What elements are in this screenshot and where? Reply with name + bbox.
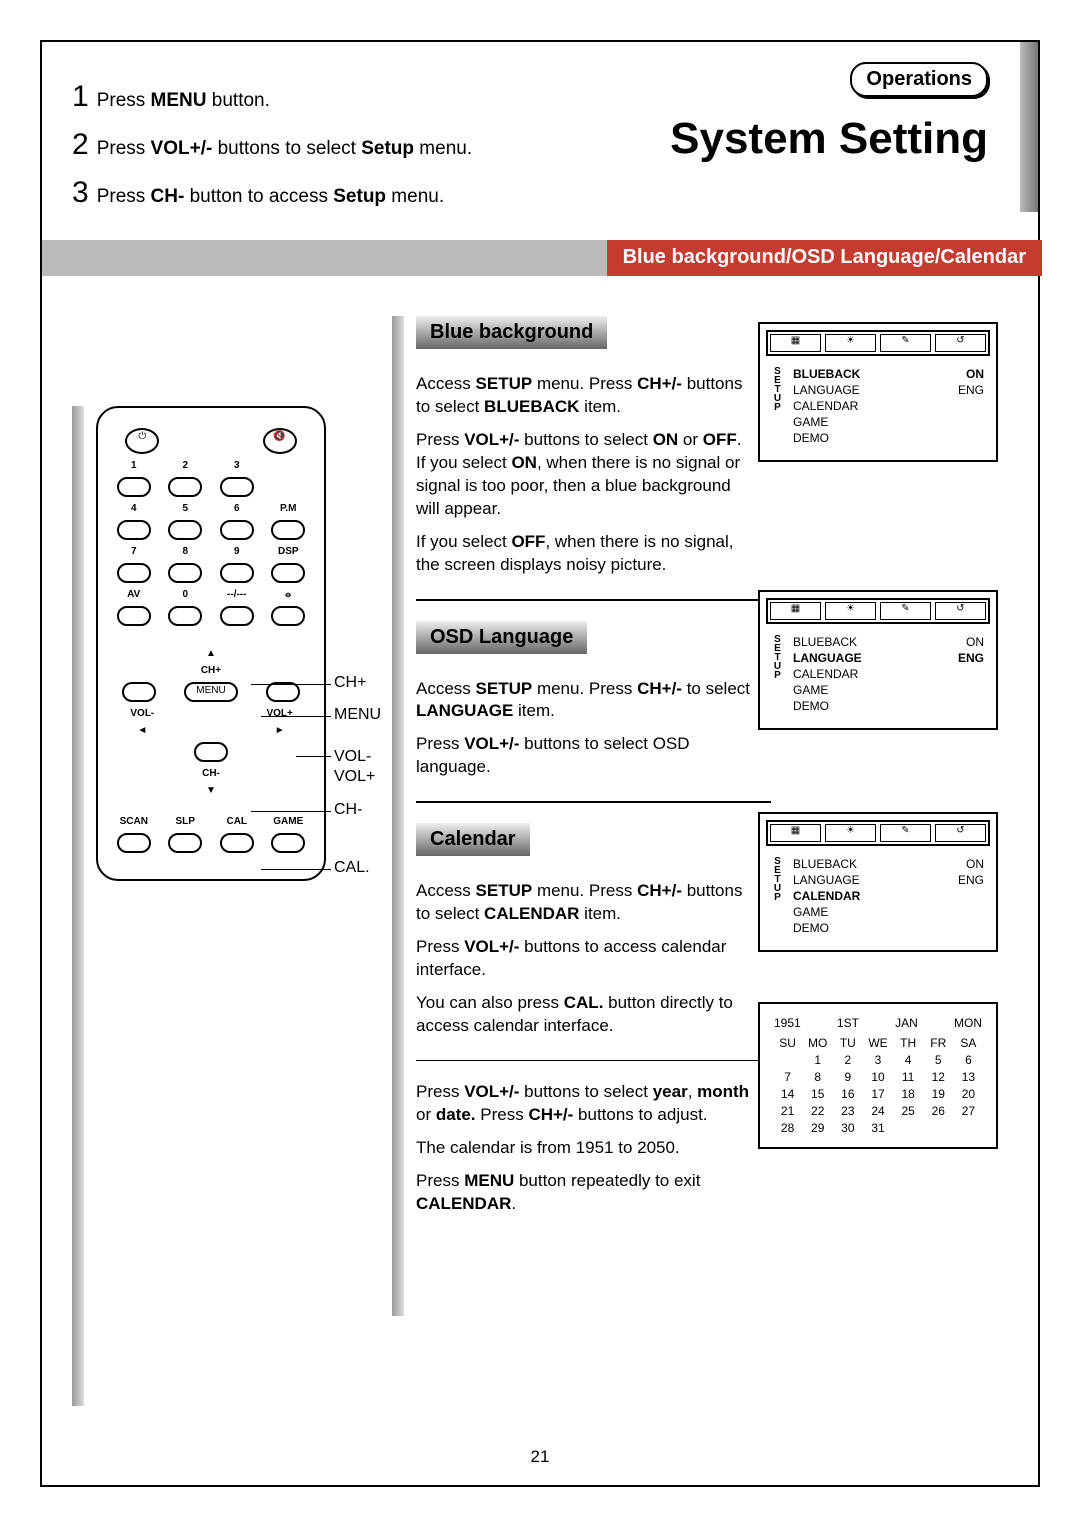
para: Press VOL+/- buttons to select OSD langu… xyxy=(416,733,756,779)
callout-vol-plus: VOL+ xyxy=(334,768,404,786)
page-title: System Setting xyxy=(670,114,988,164)
para: Access SETUP menu. Press CH+/- buttons t… xyxy=(416,880,756,926)
callout-ch-plus: CH+ xyxy=(334,674,404,692)
divider xyxy=(416,599,771,601)
para: You can also press CAL. button directly … xyxy=(416,992,756,1038)
osd-tab-icons: ▦☀✎↺ xyxy=(766,820,990,846)
remote-btn xyxy=(117,477,151,497)
para: The calendar is from 1951 to 2050. xyxy=(416,1137,756,1160)
heading-blueback: Blue background xyxy=(416,316,607,349)
side-tab xyxy=(1020,42,1038,212)
para: If you select OFF, when there is no sign… xyxy=(416,531,756,577)
remote-diagram: ⏻ 🔇 123 456P.M 789DSP AV0--/---⦵ ▲ CH+ xyxy=(96,406,326,881)
para: Press VOL+/- buttons to select year, mon… xyxy=(416,1081,756,1127)
osd-screen-language: ▦☀✎↺ SETUP BLUEBACKON LANGUAGEENG CALEND… xyxy=(758,590,998,730)
para: Press VOL+/- buttons to select ON or OFF… xyxy=(416,429,756,521)
callout-vol-minus: VOL- xyxy=(334,748,404,766)
mute-icon: 🔇 xyxy=(263,428,297,454)
callout-ch-minus: CH- xyxy=(334,801,404,819)
step-3: 3 Press CH- button to access Setup menu. xyxy=(72,176,1008,210)
manual-page: Operations System Setting 1 Press MENU b… xyxy=(40,40,1040,1487)
osd-tab-icons: ▦☀✎↺ xyxy=(766,330,990,356)
osd-tab-icons: ▦☀✎↺ xyxy=(766,598,990,624)
page-number: 21 xyxy=(42,1447,1038,1467)
para: Access SETUP menu. Press CH+/- to select… xyxy=(416,678,756,724)
divider xyxy=(416,801,771,803)
para: Press MENU button repeatedly to exit CAL… xyxy=(416,1170,756,1216)
heading-osd: OSD Language xyxy=(416,621,587,654)
callout-cal: CAL. xyxy=(334,859,404,877)
banner-title: Blue background/OSD Language/Calendar xyxy=(607,240,1042,276)
step-number: 3 xyxy=(72,176,89,210)
para: Press VOL+/- buttons to access calendar … xyxy=(416,936,756,982)
osd-screen-blueback: ▦☀✎↺ SETUP BLUEBACKON LANGUAGEENG CALEND… xyxy=(758,322,998,462)
para: Access SETUP menu. Press CH+/- buttons t… xyxy=(416,373,756,419)
calendar-grid: SUMOTUWETHFRSA12345678910111213141516171… xyxy=(774,1036,982,1135)
left-accent-bar xyxy=(72,406,84,1406)
callout-menu: MENU xyxy=(334,706,404,724)
heading-calendar: Calendar xyxy=(416,823,530,856)
power-icon: ⏻ xyxy=(125,428,159,454)
remote-menu-btn: MENU xyxy=(184,682,238,702)
step-text: Press CH- button to access Setup menu. xyxy=(97,186,444,208)
step-number: 1 xyxy=(72,80,89,114)
divider xyxy=(416,1060,771,1061)
operations-badge: Operations xyxy=(850,62,988,97)
step-text: Press MENU button. xyxy=(97,90,270,112)
osd-screen-calendar: ▦☀✎↺ SETUP BLUEBACKON LANGUAGEENG CALEND… xyxy=(758,812,998,952)
step-number: 2 xyxy=(72,128,89,162)
step-text: Press VOL+/- buttons to select Setup men… xyxy=(97,138,472,160)
section-banner: Blue background/OSD Language/Calendar xyxy=(42,240,1042,276)
calendar-screen: 1951 1ST JAN MON SUMOTUWETHFRSA123456789… xyxy=(758,1002,998,1149)
